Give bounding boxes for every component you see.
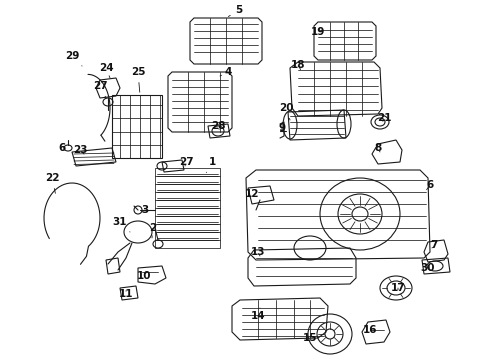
Text: 23: 23 [73, 145, 87, 155]
Text: 17: 17 [391, 283, 405, 293]
Text: 13: 13 [251, 247, 265, 257]
Text: 27: 27 [179, 157, 194, 167]
Text: 15: 15 [303, 333, 317, 343]
Text: 7: 7 [430, 240, 438, 250]
Text: 12: 12 [245, 189, 259, 199]
Text: 25: 25 [131, 67, 145, 92]
Text: 16: 16 [363, 325, 377, 335]
Text: 5: 5 [228, 5, 243, 17]
Text: 3: 3 [142, 205, 148, 215]
Text: 24: 24 [98, 63, 113, 78]
Text: 8: 8 [374, 143, 382, 153]
Text: 10: 10 [137, 271, 151, 281]
Text: 21: 21 [377, 113, 391, 123]
Text: 27: 27 [93, 81, 107, 98]
Text: 22: 22 [45, 173, 59, 193]
Text: 31: 31 [113, 217, 130, 232]
Text: 1: 1 [206, 157, 216, 172]
Text: 30: 30 [421, 263, 435, 273]
Text: 18: 18 [291, 60, 305, 70]
Text: 9: 9 [278, 123, 286, 133]
Text: 19: 19 [311, 27, 325, 37]
Text: 2: 2 [149, 223, 157, 238]
Text: 4: 4 [220, 67, 232, 77]
Text: 28: 28 [211, 121, 225, 131]
Text: 14: 14 [251, 308, 265, 321]
Text: 20: 20 [279, 103, 293, 120]
Text: 6: 6 [58, 143, 66, 153]
Text: 29: 29 [65, 51, 82, 66]
Text: 11: 11 [119, 289, 133, 299]
Text: 6: 6 [426, 180, 434, 190]
